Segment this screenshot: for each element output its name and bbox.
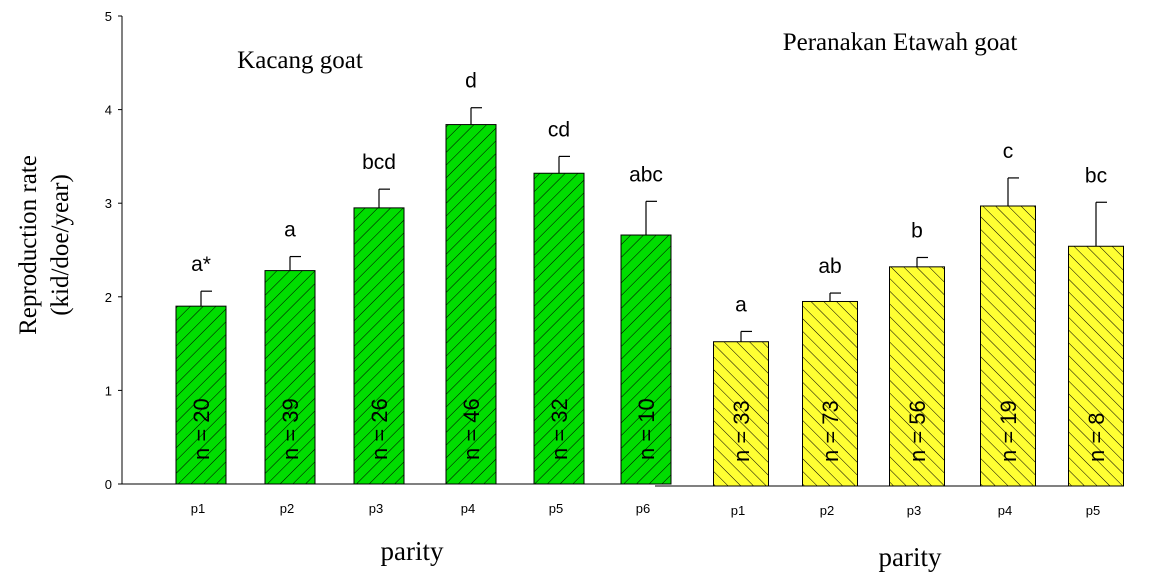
significance-letter: c bbox=[1003, 140, 1014, 163]
sample-size-label: n = 33 bbox=[729, 400, 754, 462]
sample-size-label: n = 46 bbox=[459, 398, 484, 460]
x-tick-label: p5 bbox=[1086, 503, 1100, 518]
x-tick-label: p1 bbox=[731, 503, 745, 518]
panel-title: Peranakan Etawah goat bbox=[783, 29, 1018, 56]
panel-title: Kacang goat bbox=[237, 47, 363, 74]
x-tick-label: p3 bbox=[907, 503, 921, 518]
significance-letter: cd bbox=[548, 118, 570, 141]
y-tick-label: 4 bbox=[105, 103, 112, 118]
sample-size-label: n = 19 bbox=[996, 400, 1021, 462]
sample-size-label: n = 73 bbox=[818, 400, 843, 462]
bar-hatch bbox=[175, 305, 227, 485]
bar-hatch bbox=[264, 270, 316, 485]
x-tick-label: p6 bbox=[636, 501, 650, 516]
x-axis-label: parity bbox=[381, 536, 444, 566]
significance-letter: b bbox=[911, 219, 923, 242]
sample-size-label: n = 56 bbox=[905, 400, 930, 462]
significance-letter: bc bbox=[1085, 164, 1107, 187]
x-tick-label: p2 bbox=[820, 503, 834, 518]
bar-hatch bbox=[889, 266, 945, 487]
y-axis-label: Reproduction rate bbox=[15, 155, 42, 335]
significance-letter: bcd bbox=[362, 151, 396, 174]
x-tick-label: p2 bbox=[280, 501, 294, 516]
sample-size-label: n = 20 bbox=[189, 398, 214, 460]
y-axis-label-units: (kid/doe/year) bbox=[47, 174, 74, 316]
sample-size-label: n = 32 bbox=[547, 398, 572, 460]
sample-size-label: n = 10 bbox=[634, 398, 659, 460]
y-tick-label: 3 bbox=[105, 196, 112, 211]
bar-hatch bbox=[980, 205, 1036, 487]
x-tick-label: p5 bbox=[549, 501, 563, 516]
significance-letter: abc bbox=[629, 163, 663, 186]
sample-size-label: n = 39 bbox=[278, 398, 303, 460]
bar-hatch bbox=[620, 234, 672, 485]
x-tick-label: p4 bbox=[461, 501, 475, 516]
bar-hatch bbox=[802, 300, 858, 487]
bar-hatch bbox=[445, 124, 497, 485]
bar-hatch bbox=[713, 341, 769, 487]
y-tick-label: 5 bbox=[105, 9, 112, 24]
x-tick-label: p3 bbox=[369, 501, 383, 516]
significance-letter: d bbox=[465, 70, 477, 93]
sample-size-label: n = 8 bbox=[1084, 412, 1109, 462]
y-tick-label: 1 bbox=[105, 383, 112, 398]
significance-letter: ab bbox=[818, 255, 841, 278]
significance-letter: a bbox=[735, 293, 747, 316]
y-tick-label: 2 bbox=[105, 290, 112, 305]
x-tick-label: p4 bbox=[998, 503, 1012, 518]
x-axis-label: parity bbox=[879, 542, 942, 572]
y-tick-label: 0 bbox=[105, 477, 112, 492]
x-tick-label: p1 bbox=[191, 501, 205, 516]
bar-hatch bbox=[533, 172, 585, 485]
bar-hatch bbox=[1068, 245, 1124, 487]
significance-letter: a* bbox=[191, 253, 211, 276]
significance-letter: a bbox=[284, 219, 296, 242]
sample-size-label: n = 26 bbox=[367, 398, 392, 460]
